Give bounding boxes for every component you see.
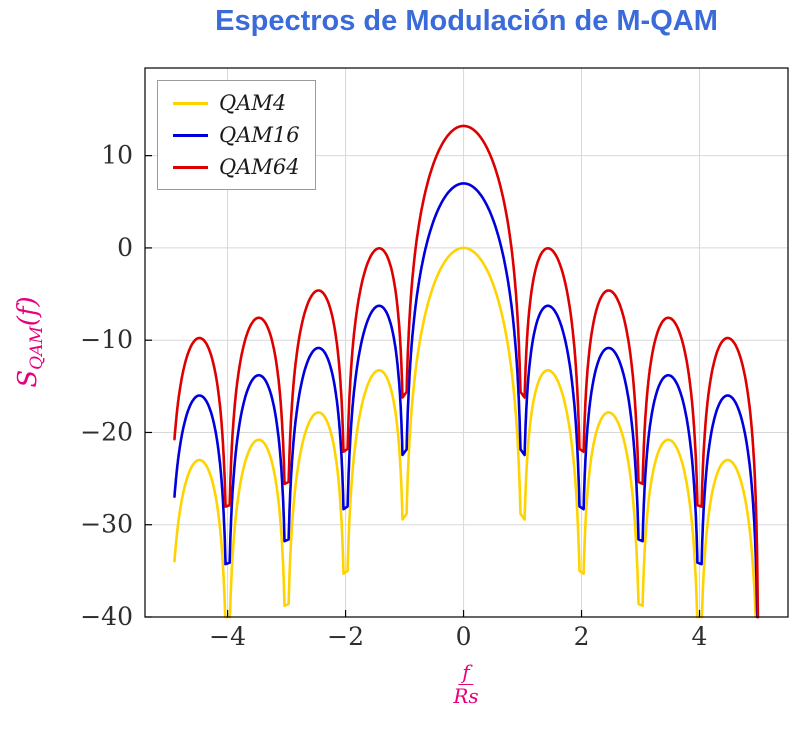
- x-tick-label: −2: [327, 622, 364, 651]
- legend-swatch-QAM16: [173, 133, 208, 137]
- x-axis-label: f Rs: [453, 660, 478, 708]
- legend-label: QAM16: [219, 123, 300, 147]
- y-tick-label: −30: [80, 510, 133, 539]
- series-line-QAM16: [173, 182, 760, 619]
- y-tick-label: −40: [80, 602, 133, 631]
- legend-item-QAM16: QAM16: [173, 123, 300, 147]
- x-axis-label-denominator: Rs: [453, 684, 479, 708]
- x-tick-label: 2: [574, 622, 590, 651]
- legend-swatch-QAM4: [173, 101, 208, 105]
- plot-frame: [144, 67, 789, 618]
- y-tick-label: 10: [101, 141, 133, 170]
- y-tick-label: 0: [117, 233, 133, 262]
- y-tick-label: −20: [80, 417, 133, 446]
- x-tick-label: −4: [209, 622, 246, 651]
- x-tick-label: 0: [456, 622, 472, 651]
- series-curves: [173, 124, 760, 619]
- x-tick-label: 4: [692, 622, 708, 651]
- legend-label: QAM4: [219, 91, 287, 115]
- legend-item-QAM64: QAM64: [173, 155, 300, 179]
- legend-label: QAM64: [219, 155, 300, 179]
- legend: QAM4 QAM16 QAM64: [157, 80, 316, 190]
- series-line-QAM64: [173, 124, 760, 619]
- y-tick-label: −10: [80, 325, 133, 354]
- legend-item-QAM4: QAM4: [173, 91, 300, 115]
- series-line-QAM4: [173, 246, 760, 619]
- chart-title: Espectros de Modulación de M-QAM: [215, 5, 718, 37]
- tick-marks: [145, 155, 701, 618]
- legend-swatch-QAM64: [173, 165, 208, 169]
- x-axis-fraction: f Rs: [453, 661, 478, 708]
- x-axis-label-numerator: f: [458, 661, 474, 685]
